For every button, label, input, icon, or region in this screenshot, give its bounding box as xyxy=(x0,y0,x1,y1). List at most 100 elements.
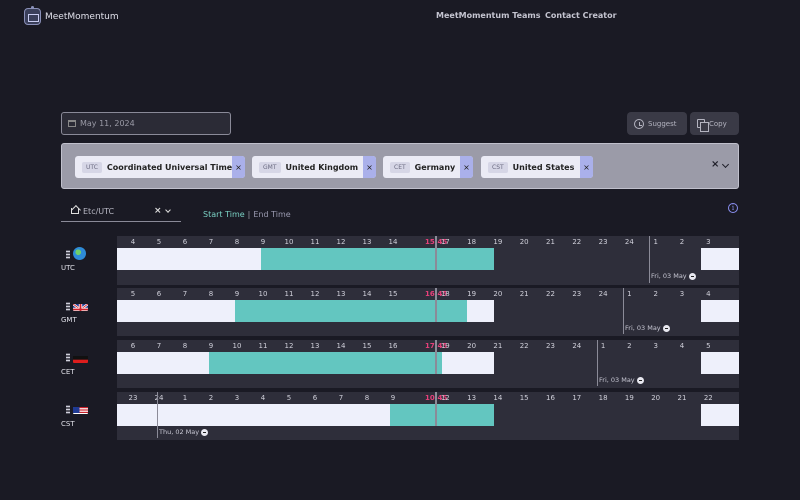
remove-zone-utc-button[interactable]: × xyxy=(232,156,245,178)
date-input[interactable]: May 11, 2024 xyxy=(61,112,231,135)
start-time-option[interactable]: Start Time xyxy=(203,210,245,219)
available-block[interactable] xyxy=(701,352,739,374)
suggest-button[interactable]: Suggest xyxy=(627,112,687,135)
zone-name: United Kingdom xyxy=(285,162,359,172)
day-boundary-marker xyxy=(649,236,650,283)
day-boundary-marker xyxy=(157,392,158,438)
drag-handle-icon[interactable] xyxy=(66,302,70,311)
info-icon[interactable]: i xyxy=(728,203,738,213)
drag-handle-icon[interactable] xyxy=(66,405,70,414)
drag-handle-icon[interactable] xyxy=(66,250,70,259)
selected-range[interactable] xyxy=(235,300,467,322)
hour-tick: 16 xyxy=(388,342,398,350)
day-label: Fri, 03 May xyxy=(625,324,670,332)
hour-tick: 20 xyxy=(519,238,529,246)
hour-tick: 14 xyxy=(388,238,398,246)
hour-tick: 5 xyxy=(130,290,136,298)
zone-code: GMT xyxy=(259,161,281,173)
hour-tick: 21 xyxy=(519,290,529,298)
collapse-day-icon[interactable] xyxy=(662,324,670,332)
drag-handle-icon[interactable] xyxy=(66,353,70,362)
timeline-cst[interactable]: 232412345678910:451213141516171819202122… xyxy=(117,392,739,440)
day-label: Fri, 03 May xyxy=(651,272,696,280)
nav-link-teams[interactable]: MeetMomentum Teams xyxy=(436,11,541,20)
hour-tick: 3 xyxy=(706,238,711,246)
day-label-text: Thu, 02 May xyxy=(159,428,200,436)
hour-tick: 18 xyxy=(440,290,450,298)
timeline-gmt[interactable]: 5678910111213141516:45181920212223241234… xyxy=(117,288,739,336)
hour-tick: 4 xyxy=(130,238,136,246)
copy-label: Copy xyxy=(709,119,727,128)
clear-all-zones-button[interactable]: × xyxy=(711,159,720,170)
day-boundary-marker xyxy=(597,340,598,386)
chevron-down-icon[interactable] xyxy=(721,160,730,169)
selected-range[interactable] xyxy=(209,352,442,374)
hour-tick: 15 xyxy=(519,394,529,402)
collapse-day-icon[interactable] xyxy=(688,272,696,280)
hour-tick: 15 xyxy=(362,342,372,350)
end-time-option[interactable]: End Time xyxy=(253,210,291,219)
hour-tick: 9 xyxy=(260,238,266,246)
hour-tick: 8 xyxy=(208,290,214,298)
hour-tick: 10 xyxy=(232,342,242,350)
remove-zone-cst-button[interactable]: × xyxy=(580,156,593,178)
selected-range[interactable] xyxy=(261,248,494,270)
row-zone-label: CST xyxy=(61,420,75,428)
hour-tick: 12 xyxy=(440,394,450,402)
hour-tick: 19 xyxy=(440,342,450,350)
remove-zone-cet-button[interactable]: × xyxy=(460,156,473,178)
day-label: Thu, 02 May xyxy=(159,428,209,436)
hour-tick: 5 xyxy=(156,238,162,246)
hour-tick: 19 xyxy=(624,394,634,402)
selected-range[interactable] xyxy=(390,404,494,426)
timezone-selector[interactable]: UTC Coordinated Universal Time × GMT Uni… xyxy=(61,143,739,189)
hour-tick: 3 xyxy=(234,394,240,402)
hour-tick: 7 xyxy=(208,238,214,246)
timeline-utc[interactable]: 456789101112131415:451718192021222324123… xyxy=(117,236,739,285)
hour-tick: 18 xyxy=(467,238,477,246)
hour-tick: 14 xyxy=(493,394,503,402)
base-zone-value: Etc/UTC xyxy=(83,207,115,216)
hour-tick: 13 xyxy=(336,290,346,298)
collapse-day-icon[interactable] xyxy=(201,428,209,436)
available-block[interactable] xyxy=(467,300,494,322)
available-block[interactable] xyxy=(701,300,739,322)
hour-tick: 9 xyxy=(390,394,396,402)
hour-tick: 10 xyxy=(258,290,268,298)
hour-tick: 9 xyxy=(234,290,240,298)
hour-tick: 3 xyxy=(679,290,685,298)
hour-tick: 22 xyxy=(703,394,713,402)
hour-tick: 2 xyxy=(627,342,632,350)
hour-tick: 7 xyxy=(182,290,188,298)
hour-tick: 12 xyxy=(310,290,320,298)
copy-button[interactable]: Copy xyxy=(690,112,739,135)
hour-tick: 1 xyxy=(600,342,606,350)
available-block[interactable] xyxy=(701,404,739,426)
available-block[interactable] xyxy=(117,300,235,322)
available-block[interactable] xyxy=(117,404,390,426)
chevron-down-icon[interactable] xyxy=(165,207,171,213)
available-block[interactable] xyxy=(117,352,209,374)
current-time-marker xyxy=(435,288,437,322)
germany-flag-icon xyxy=(73,352,88,363)
hour-tick: 24 xyxy=(598,290,608,298)
nav-link-contact-creator[interactable]: Contact Creator xyxy=(545,11,617,20)
clock-icon xyxy=(634,118,644,129)
hour-tick: 1 xyxy=(627,290,632,298)
collapse-day-icon[interactable] xyxy=(636,376,644,384)
hour-tick: 4 xyxy=(679,342,685,350)
hour-tick: 2 xyxy=(679,238,685,246)
brand[interactable]: MeetMomentum xyxy=(24,6,119,25)
timeline-cet[interactable]: 67891011121314151617:4519202122232412345… xyxy=(117,340,739,388)
available-block[interactable] xyxy=(442,352,494,374)
clear-base-zone-button[interactable]: × xyxy=(154,206,162,216)
day-boundary-marker xyxy=(623,288,624,334)
available-block[interactable] xyxy=(701,248,739,270)
available-block[interactable] xyxy=(117,248,261,270)
hour-tick: 20 xyxy=(651,394,661,402)
remove-zone-gmt-button[interactable]: × xyxy=(363,156,376,178)
uk-flag-icon xyxy=(73,300,88,311)
base-zone-select[interactable]: Etc/UTC × xyxy=(61,203,181,222)
day-label-text: Fri, 03 May xyxy=(625,324,661,332)
usa-flag-icon xyxy=(73,403,88,414)
